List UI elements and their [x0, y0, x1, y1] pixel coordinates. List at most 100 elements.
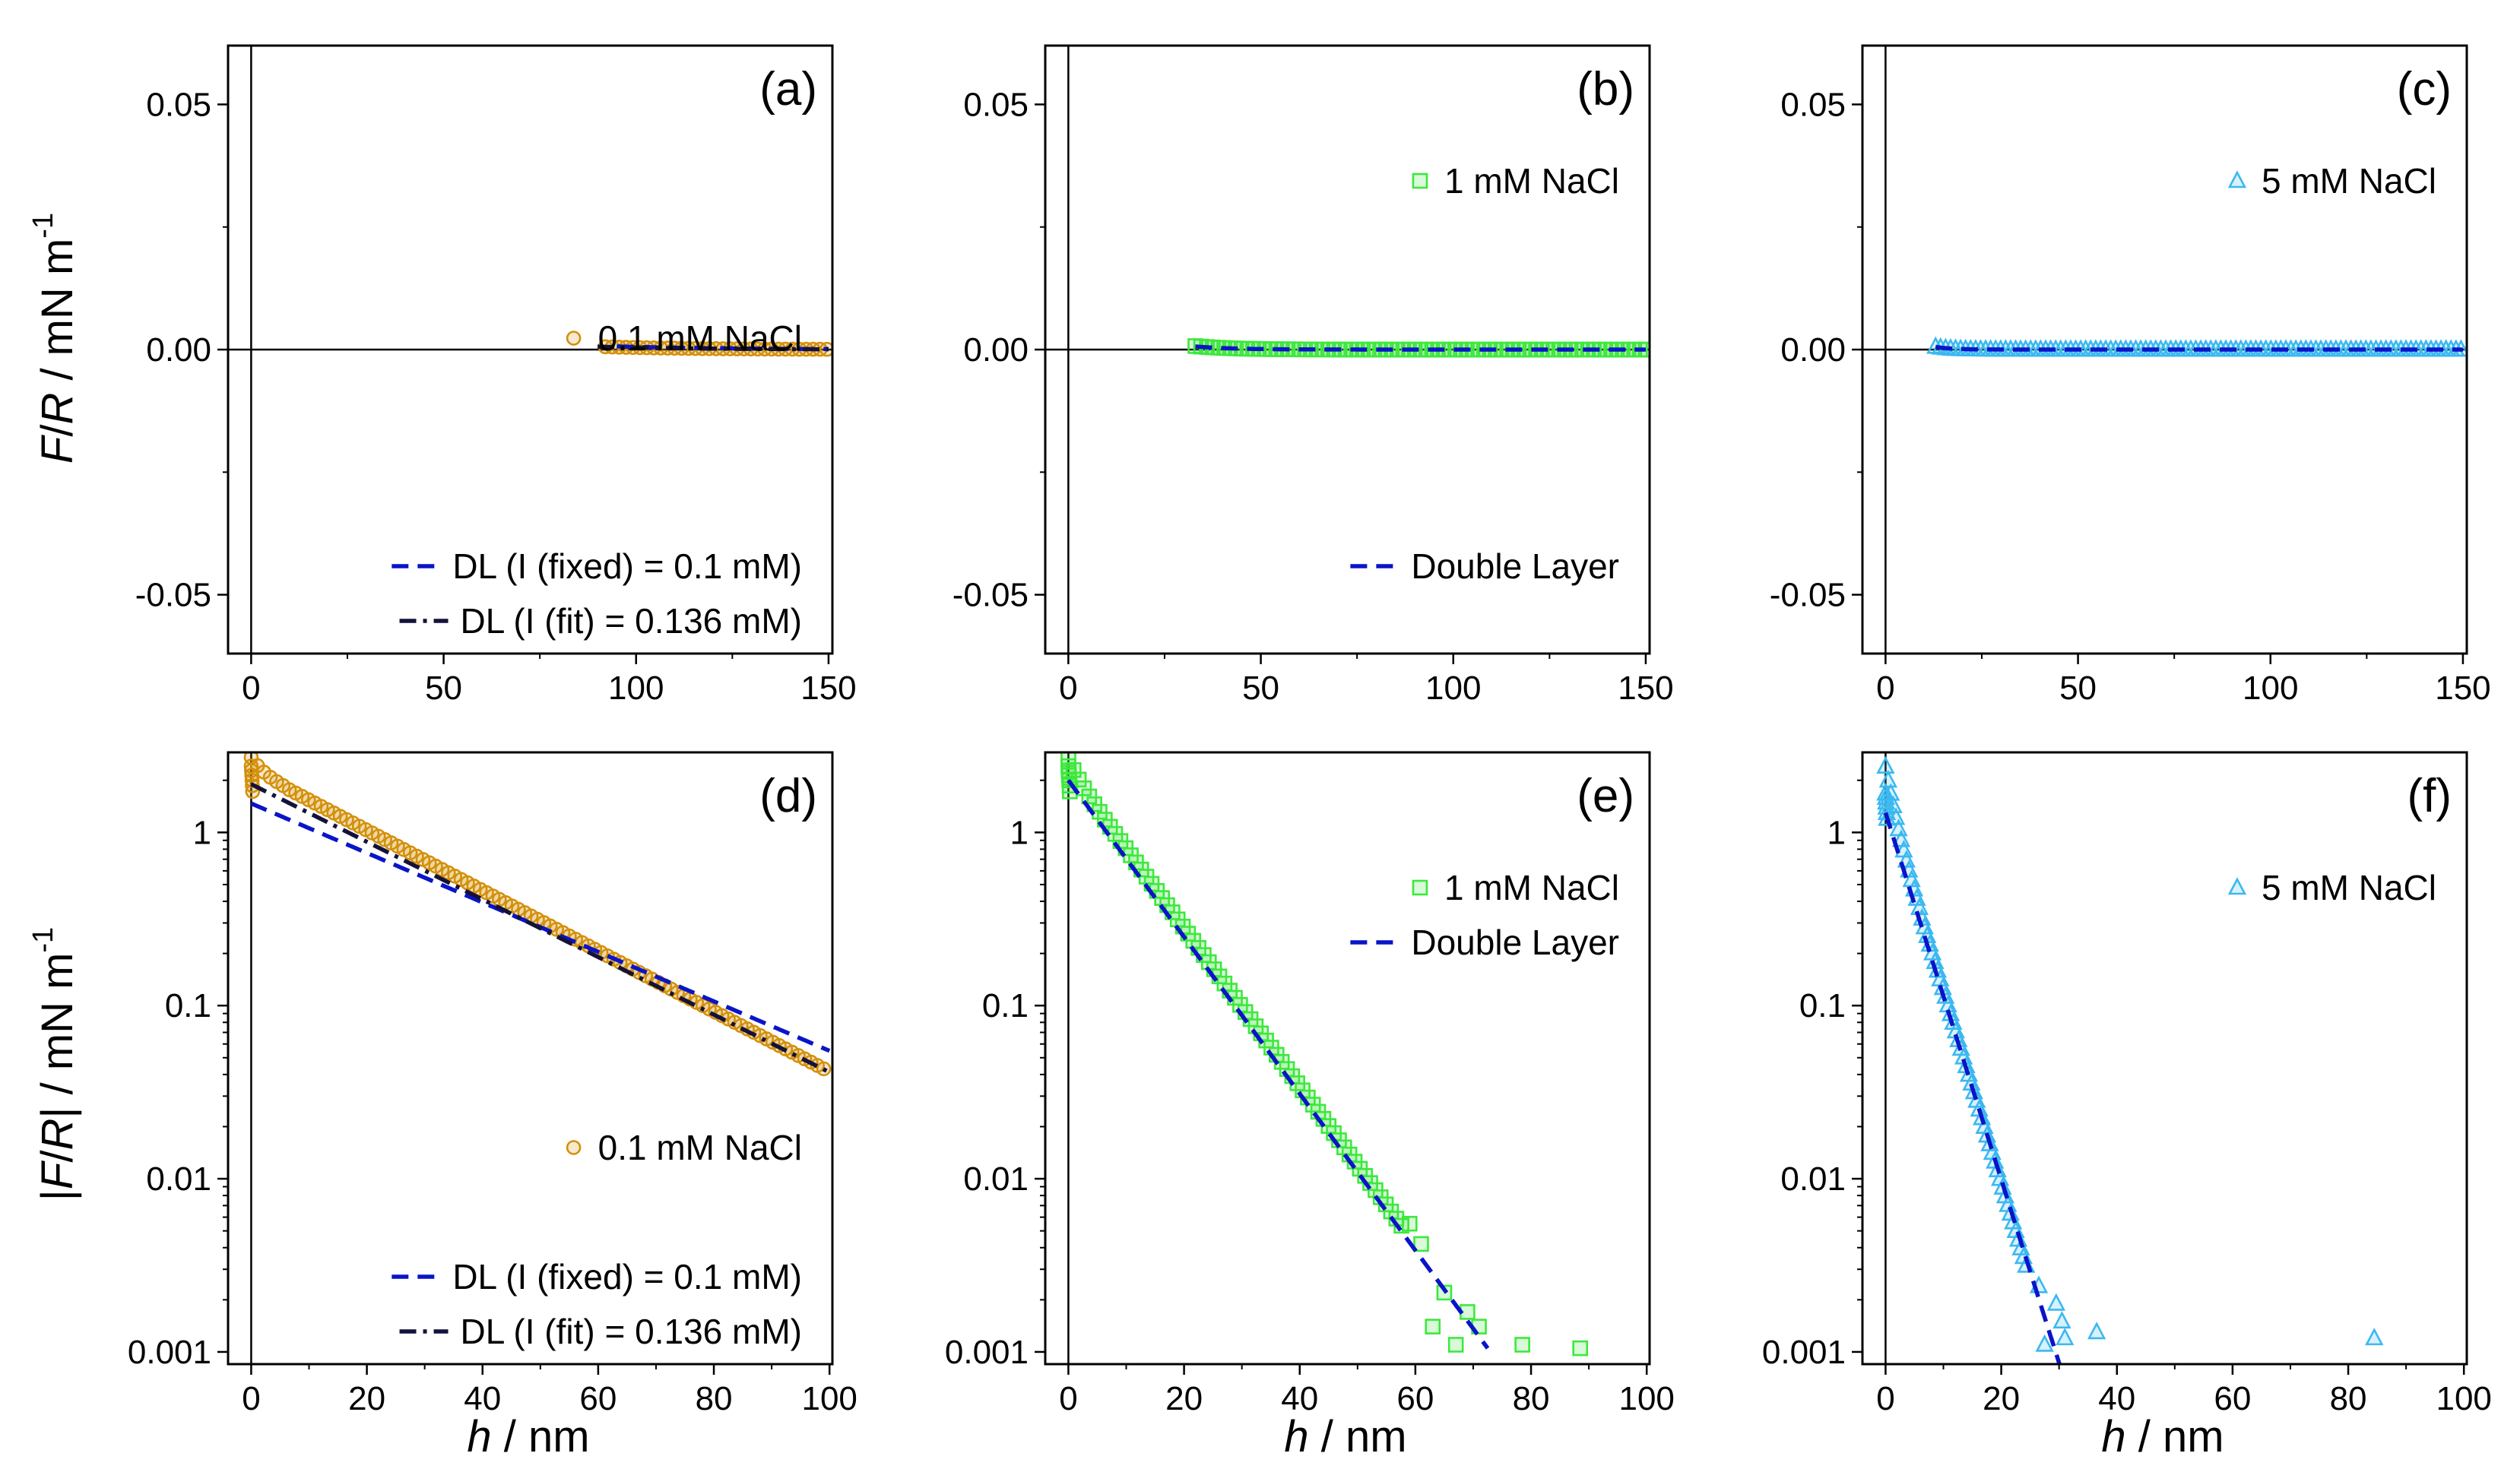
data-points-d — [243, 752, 832, 1077]
legend-entry-label: Double Layer — [1411, 546, 1619, 586]
plot-area-a — [598, 339, 832, 357]
data-point — [2056, 1328, 2075, 1346]
panel-d: 0 20 40 60 80 100 0.001 0.01 0.1 1 (d) 0.1 mM NaCl D… — [128, 751, 857, 1417]
y-tick-label: -0.05 — [135, 577, 211, 614]
x-tick-label: 60 — [2214, 1380, 2251, 1417]
x-axis-title-d: h / nm — [467, 1412, 589, 1461]
x-tick-label: 60 — [579, 1380, 617, 1417]
x-tick-label: 80 — [1513, 1380, 1550, 1417]
panel-e: 0 20 40 60 80 100 0.001 0.01 0.1 1 (e) 1 mM NaCl Dou… — [945, 751, 1675, 1417]
panel-f: 0 20 40 60 80 100 0.001 0.01 0.1 1 (f) 5 mM NaCl — [1762, 751, 2492, 1417]
x-tick-label: 150 — [800, 670, 856, 707]
axes-frame — [1861, 751, 2468, 1366]
x-tick-label: 0 — [1059, 670, 1077, 707]
fit-line-fit — [1067, 779, 1490, 1350]
panels: 0 50 100 150 -0.05 0.00 0.05 (a) 0.1 mM NaCl DL (… — [128, 44, 2492, 1417]
legend-entry-label: 0.1 mM NaCl — [598, 318, 802, 358]
data-point — [1572, 1340, 1589, 1357]
y-tick-label: 0.1 — [982, 987, 1029, 1024]
y-tick-label: 0.1 — [1799, 987, 1846, 1024]
data-points-e — [1060, 752, 1589, 1357]
y-tick-label: 0.001 — [945, 1334, 1029, 1371]
plot-area-e — [1060, 752, 1589, 1357]
panel-b: 0 50 100 150 -0.05 0.00 0.05 (b) 1 mM NaCl Double… — [953, 44, 1674, 707]
y-tick-label: 0.1 — [165, 987, 211, 1024]
x-tick-label: 100 — [1425, 670, 1481, 707]
x-tick-label: 40 — [464, 1380, 501, 1417]
y-tick-label: 0.01 — [1780, 1160, 1846, 1198]
plot-area-d — [243, 752, 832, 1077]
x-tick-label: 150 — [2435, 670, 2490, 707]
panel-label: (d) — [759, 770, 817, 822]
y-tick-label: 0.001 — [1762, 1334, 1846, 1371]
y-tick-label: 0.05 — [1780, 86, 1846, 123]
y-axis-title-bottom: |F/R| / mN m-1 — [27, 927, 82, 1201]
data-point — [1876, 755, 1895, 774]
data-point — [1401, 1215, 1418, 1232]
data-point — [2365, 1328, 2384, 1346]
panel-label: (e) — [1577, 770, 1634, 822]
data-point — [2052, 1311, 2071, 1329]
fit-line-fit_fit — [598, 344, 829, 352]
y-tick-label: 0.01 — [146, 1160, 211, 1198]
x-tick-label: 0 — [1059, 1380, 1077, 1417]
data-points-f — [1876, 755, 2384, 1352]
legend-marker — [2227, 877, 2247, 895]
data-point — [1514, 1337, 1530, 1353]
y-tick-label: -0.05 — [1770, 577, 1846, 614]
plot-area-b — [1187, 338, 1650, 358]
axes-frame — [1044, 751, 1651, 1366]
legend-entry-label: 5 mM NaCl — [2262, 868, 2436, 907]
data-point — [2087, 1322, 2106, 1340]
x-tick-label: 50 — [1242, 670, 1279, 707]
x-axis-title-f: h / nm — [2101, 1412, 2224, 1461]
plot-area-f — [1876, 755, 2384, 1364]
x-tick-label: 20 — [348, 1380, 385, 1417]
data-point — [2035, 1334, 2054, 1352]
x-tick-label: 20 — [1165, 1380, 1203, 1417]
legend-entry-label: 1 mM NaCl — [1444, 868, 1619, 907]
data-point — [1425, 1319, 1441, 1334]
legend-entry-label: DL (I (fixed) = 0.1 mM) — [452, 1257, 802, 1296]
x-tick-label: 50 — [425, 670, 462, 707]
legend-marker — [566, 331, 582, 346]
data-point — [244, 768, 259, 783]
y-tick-label: 0.01 — [963, 1160, 1029, 1198]
x-tick-label: 40 — [2098, 1380, 2135, 1417]
data-point — [1878, 770, 1898, 788]
y-axis-title-top: F/R / mN m-1 — [27, 213, 82, 464]
y-tick-label: 0.00 — [146, 331, 211, 369]
legend-entry-label: DL (I (fixed) = 0.1 mM) — [452, 546, 802, 586]
x-tick-label: 100 — [801, 1380, 857, 1417]
x-tick-label: 50 — [2059, 670, 2097, 707]
x-tick-label: 40 — [1281, 1380, 1318, 1417]
x-tick-label: 100 — [608, 670, 664, 707]
data-point — [1447, 1337, 1464, 1353]
x-tick-label: 0 — [242, 1380, 260, 1417]
x-tick-label: 0 — [1876, 1380, 1894, 1417]
legend-marker — [566, 1140, 582, 1155]
legend-entry-label: 5 mM NaCl — [2262, 161, 2436, 201]
panel-a: 0 50 100 150 -0.05 0.00 0.05 (a) 0.1 mM NaCl DL (… — [135, 44, 857, 707]
x-tick-label: 80 — [2330, 1380, 2367, 1417]
fit-line-fit — [1935, 344, 2463, 352]
legend-marker — [1412, 879, 1428, 896]
panel-c: 0 50 100 150 -0.05 0.00 0.05 (c) 5 mM NaCl — [1770, 44, 2491, 707]
panel-label: (c) — [2397, 63, 2452, 116]
x-tick-label: 60 — [1396, 1380, 1434, 1417]
y-tick-label: 0.00 — [963, 331, 1029, 369]
legend-entry-label: DL (I (fit) = 0.136 mM) — [461, 1312, 802, 1351]
legend-entry-label: DL (I (fit) = 0.136 mM) — [461, 601, 802, 641]
x-tick-label: 80 — [696, 1380, 733, 1417]
data-point — [1413, 1236, 1429, 1252]
y-tick-label: 0.05 — [146, 86, 211, 123]
y-tick-label: 0.00 — [1780, 331, 1846, 369]
y-tick-label: 0.05 — [963, 86, 1029, 123]
fit-line-fit — [1883, 812, 2062, 1364]
y-tick-label: 0.001 — [128, 1334, 211, 1371]
panel-label: (a) — [759, 63, 817, 116]
x-tick-label: 0 — [242, 670, 260, 707]
y-tick-label: -0.05 — [953, 577, 1029, 614]
data-point — [2046, 1293, 2066, 1311]
x-tick-label: 100 — [2436, 1380, 2491, 1417]
